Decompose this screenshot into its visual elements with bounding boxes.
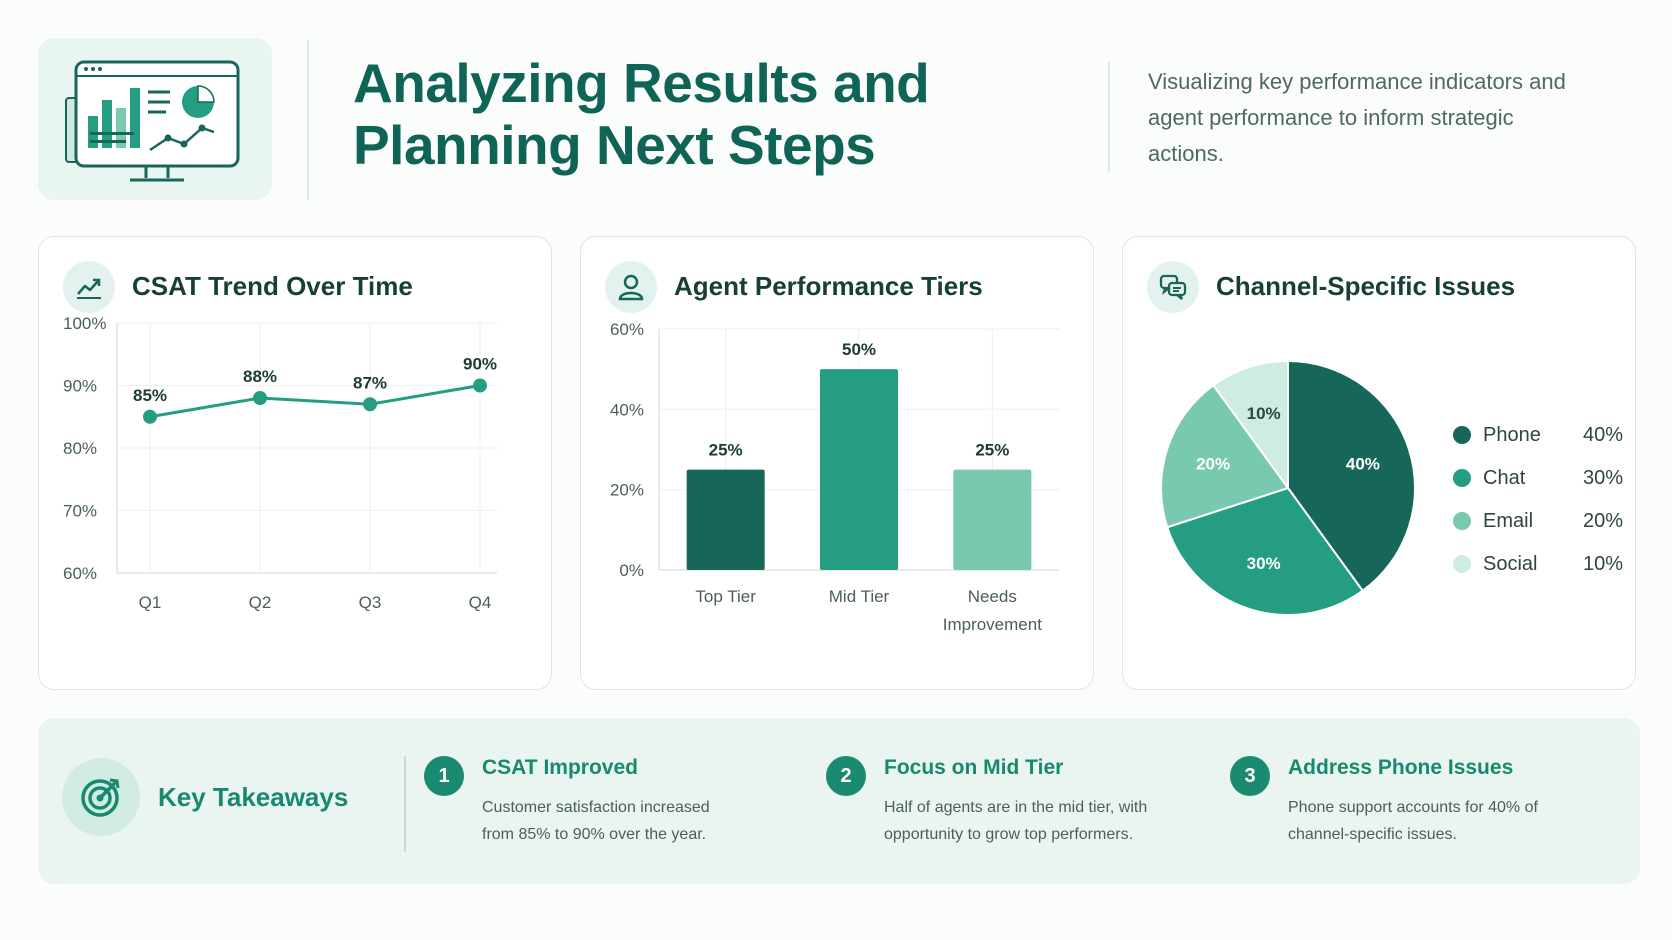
bar [686, 469, 765, 570]
chat-bubbles-icon [1147, 261, 1199, 313]
x-tick-label: Q4 [469, 593, 492, 612]
csat-series-line [149, 384, 481, 419]
slice-label: 40% [1346, 455, 1380, 474]
legend-item: Email 20% [1453, 507, 1623, 535]
legend-swatch [1453, 512, 1471, 530]
y-tick-label: 40% [610, 400, 644, 419]
trend-line-icon [63, 261, 115, 313]
takeaway-text: Customer satisfaction increased from 85%… [482, 799, 710, 843]
header-illustration [38, 38, 272, 200]
x-tick-label: Mid Tier [829, 587, 890, 606]
channel-card: Channel-Specific Issues 40% 30% 20% 10% Pho… [1122, 236, 1636, 690]
y-tick-label: 90% [63, 377, 97, 396]
y-tick-label: 80% [63, 439, 97, 458]
legend-value: 30% [1582, 466, 1623, 489]
legend-item: Chat 30% [1453, 464, 1623, 492]
data-label: 85% [133, 386, 167, 405]
bar-value-label: 25% [975, 441, 1009, 460]
slice-label: 20% [1196, 455, 1230, 474]
y-tick-label: 100% [63, 314, 106, 333]
agent-bar-chart: 0% 20% 40% 60% 25% Top Tier 50% Mid Tier 25% Need… [610, 320, 1059, 634]
pie-slice [1165, 486, 1365, 616]
x-tick-label: Top Tier [695, 587, 756, 606]
takeaway-text: Phone support accounts for 40% of channe… [1288, 799, 1538, 843]
legend-swatch [1453, 426, 1471, 444]
header-divider [1108, 62, 1110, 172]
csat-card: CSAT Trend Over Time 60% 70% 80% 90% 100% Q1 Q… [38, 236, 552, 690]
bar-value-label: 50% [842, 340, 876, 359]
bar-value-label: 25% [709, 441, 743, 460]
takeaways-divider [404, 756, 406, 852]
x-tick-label: Improvement [943, 615, 1042, 634]
data-label: 88% [243, 367, 277, 386]
y-tick-label: 70% [63, 502, 97, 521]
takeaways-heading: Key Takeaways [158, 782, 349, 812]
page-subtitle: Visualizing key performance indicators a… [1148, 69, 1566, 166]
slice-label: 10% [1247, 404, 1281, 423]
takeaway-title: Focus on Mid Tier [884, 756, 1064, 779]
target-icon [62, 758, 140, 836]
data-point [143, 409, 157, 424]
x-tick-label: Q3 [359, 593, 382, 612]
pie-slice [1211, 359, 1289, 492]
legend-item: Phone 40% [1453, 421, 1623, 449]
takeaway-title: Address Phone Issues [1288, 756, 1514, 779]
legend-swatch [1453, 555, 1471, 573]
csat-line-chart: 60% 70% 80% 90% 100% Q1 Q2 Q3 Q4 85% 88% 87% 90% [63, 314, 497, 612]
data-label: 87% [353, 373, 387, 392]
y-tick-label: 60% [610, 320, 644, 339]
takeaway-number: 2 [826, 756, 866, 796]
x-tick-label: Q2 [249, 593, 272, 612]
pie-slice [1287, 359, 1416, 593]
dashboard-monitor-icon [65, 60, 240, 182]
channel-title: Channel-Specific Issues [1216, 271, 1516, 301]
legend-label: Chat [1483, 466, 1526, 489]
y-tick-label: 60% [63, 564, 97, 583]
legend-value: 10% [1582, 552, 1623, 575]
x-tick-label: Needs [968, 587, 1017, 606]
bar [820, 369, 898, 570]
legend-item: Social 10% [1453, 550, 1623, 578]
bar [953, 469, 1032, 570]
y-tick-label: 20% [610, 481, 644, 500]
legend-label: Social [1483, 552, 1538, 575]
legend-value: 20% [1582, 509, 1623, 532]
page-title: Analyzing Results and Planning Next Step… [353, 52, 930, 176]
data-point [253, 391, 267, 405]
data-point [473, 378, 487, 393]
key-takeaways-panel: Key Takeaways 1 CSAT Improved Customer s… [38, 718, 1640, 884]
takeaway-number: 3 [1230, 756, 1270, 796]
legend-swatch [1453, 469, 1471, 487]
data-point [363, 397, 377, 412]
takeaway-text: Half of agents are in the mid tier, with… [884, 799, 1148, 843]
legend-label: Email [1483, 509, 1534, 532]
pie-slice [1160, 383, 1290, 529]
slice-label: 30% [1247, 554, 1281, 573]
legend-value: 40% [1582, 423, 1623, 446]
agent-card: Agent Performance Tiers 0% 20% 40% 60% 25% To… [580, 236, 1094, 690]
takeaway-title: CSAT Improved [482, 756, 638, 779]
header-divider [307, 40, 309, 200]
legend-label: Phone [1483, 423, 1541, 446]
takeaway-number: 1 [424, 756, 464, 796]
data-label: 90% [463, 355, 497, 374]
agent-title: Agent Performance Tiers [674, 271, 983, 301]
y-tick-label: 0% [619, 561, 644, 580]
user-icon [605, 261, 657, 313]
channel-pie-chart: 40% 30% 20% 10% [1160, 359, 1416, 616]
csat-title: CSAT Trend Over Time [132, 271, 413, 301]
x-tick-label: Q1 [139, 593, 162, 612]
